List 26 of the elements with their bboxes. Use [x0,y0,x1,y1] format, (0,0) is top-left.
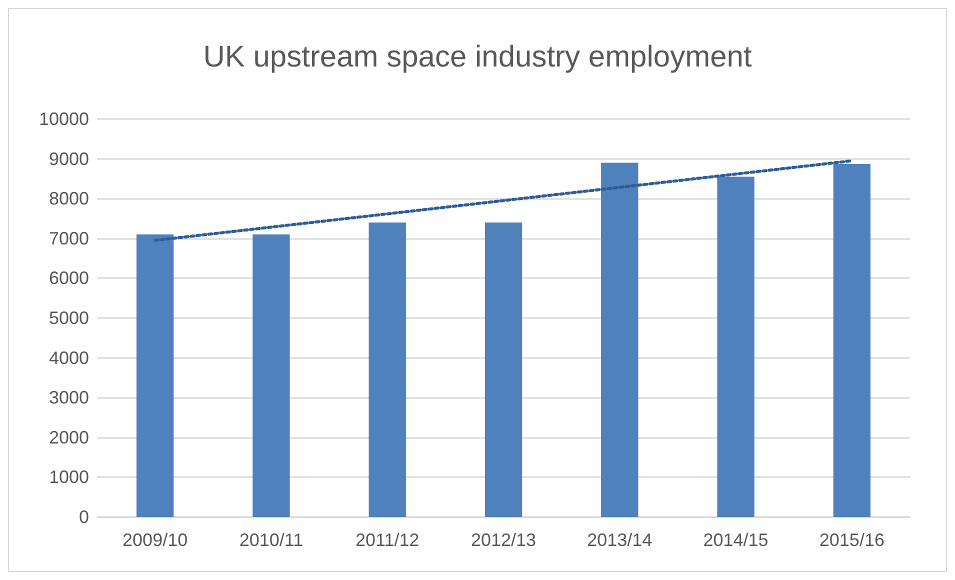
x-tick-label: 2012/13 [470,530,536,550]
bar [136,234,174,517]
bar [833,164,871,517]
y-tick-label: 10000 [38,109,89,129]
chart-title: UK upstream space industry employment [203,40,752,74]
bar [601,162,638,517]
y-tick-label: 3000 [48,388,89,408]
y-tick-label: 8000 [48,188,89,209]
x-tick-label: 2010/11 [239,530,304,550]
y-tick-label: 2000 [48,427,89,448]
y-tick-label: 9000 [48,148,89,169]
y-tick-label: 1000 [48,467,89,488]
x-tick-label: 2011/12 [355,530,420,550]
bar [368,222,406,517]
y-tick-label: 0 [78,507,89,527]
bar [252,234,290,517]
y-tick-label: 6000 [48,268,89,288]
bar [717,176,754,517]
y-tick-label: 4000 [48,348,89,368]
x-tick-label: 2013/14 [587,530,652,550]
x-tick-label: 2009/10 [122,530,188,550]
y-tick-label: 5000 [48,308,89,328]
x-tick-label: 2014/15 [703,530,768,550]
bar [484,222,522,517]
y-tick-label: 7000 [48,228,89,248]
x-tick-label: 2015/16 [819,530,884,550]
